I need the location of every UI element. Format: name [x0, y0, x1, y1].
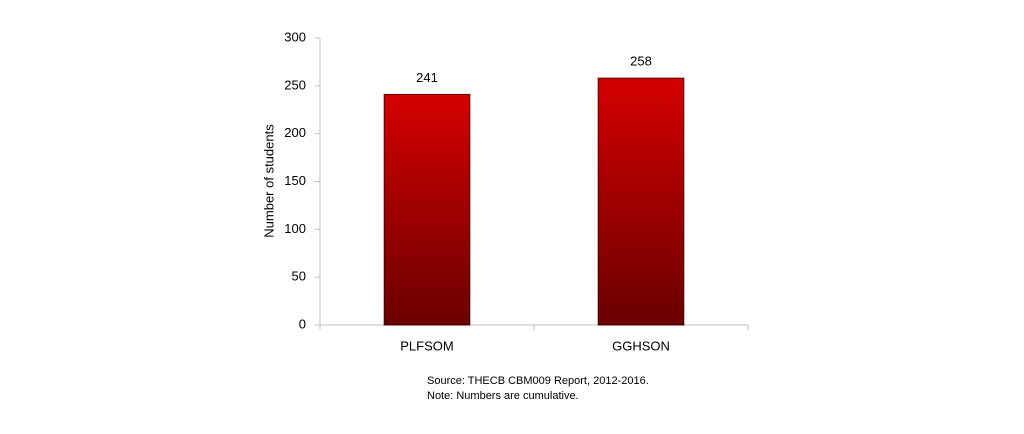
x-tick-label: GGHSON [612, 338, 670, 353]
x-tick-label: PLFSOM [400, 338, 453, 353]
y-axis-label: Number of students [261, 124, 276, 238]
y-tick-label: 150 [284, 173, 306, 188]
bar-shade [384, 94, 470, 326]
y-tick-label: 100 [284, 221, 306, 236]
y-tick-label: 250 [284, 77, 306, 92]
y-tick-label: 50 [292, 269, 306, 284]
data-label: 258 [630, 54, 652, 69]
y-tick-label: 300 [284, 29, 306, 44]
y-tick-label: 200 [284, 125, 306, 140]
y-tick-label: 0 [299, 316, 306, 331]
bar-shade [598, 78, 684, 326]
source-note: Source: THECB CBM009 Report, 2012-2016. [427, 375, 649, 387]
data-label: 241 [416, 70, 438, 85]
note: Note: Numbers are cumulative. [427, 390, 579, 402]
